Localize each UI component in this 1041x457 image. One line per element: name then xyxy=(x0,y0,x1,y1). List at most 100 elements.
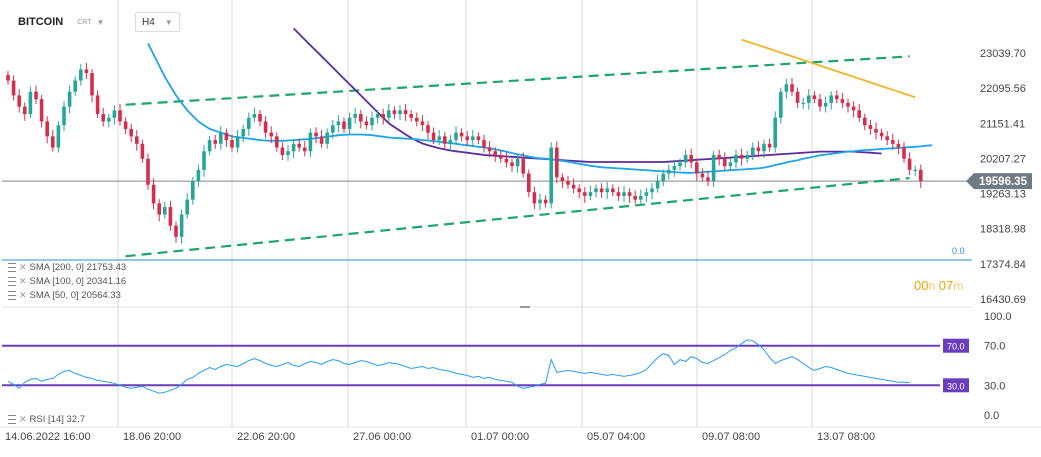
legend-rsi[interactable]: ✕ RSI [14] 32.7 xyxy=(8,414,85,425)
menu-icon[interactable] xyxy=(8,263,16,272)
candle-body xyxy=(140,143,145,159)
menu-icon[interactable] xyxy=(8,277,16,286)
close-icon[interactable]: ✕ xyxy=(19,414,27,424)
sma100-line xyxy=(292,27,882,163)
candle-body xyxy=(857,110,861,118)
candle-body xyxy=(45,121,49,137)
candle-body xyxy=(627,192,632,196)
candle-body xyxy=(773,117,777,148)
time-tick-label: 27.06 00:00 xyxy=(353,431,411,443)
menu-icon[interactable] xyxy=(8,415,16,424)
candle-body xyxy=(762,143,766,152)
candle-body xyxy=(224,132,229,141)
candle-body xyxy=(370,117,374,126)
time-tick-label: 13.07 08:00 xyxy=(817,431,875,443)
candle-body xyxy=(711,154,716,182)
candle-body xyxy=(275,136,279,148)
candle-body xyxy=(6,74,10,81)
candle-body xyxy=(443,136,447,144)
candle-body xyxy=(700,173,705,178)
candle-body xyxy=(403,110,408,115)
candle-body xyxy=(95,95,100,115)
candle-body xyxy=(431,132,436,141)
legend-rsi-label: RSI [14] 32.7 xyxy=(29,414,85,425)
candle-body xyxy=(101,114,105,122)
candle-body xyxy=(90,73,94,96)
candle-body xyxy=(599,188,604,193)
candle-body xyxy=(823,102,828,107)
channel-upper-line xyxy=(125,55,910,106)
instrument-type: CRT xyxy=(77,18,92,26)
candle-body xyxy=(398,110,402,115)
candle-body xyxy=(532,192,537,204)
candle-body xyxy=(543,199,548,204)
candle-body xyxy=(907,158,912,170)
candle-body xyxy=(67,91,72,107)
symbol-dropdown-icon: ▼ xyxy=(96,17,105,27)
time-tick-label: 05.07 04:00 xyxy=(587,431,645,443)
candle-body xyxy=(538,199,542,204)
candle-body xyxy=(347,117,352,129)
legend-sma100[interactable]: ✕ SMA [100, 0] 20341.16 xyxy=(8,276,126,287)
candle-body xyxy=(493,151,497,155)
candle-body xyxy=(448,140,453,144)
candle-body xyxy=(510,162,514,167)
zero-line-label: 0.0 xyxy=(952,246,965,256)
candle-body xyxy=(577,188,581,193)
legend-sma200[interactable]: ✕ SMA [200, 0] 21753.43 xyxy=(8,262,126,273)
candle-body xyxy=(734,154,738,163)
candle-body xyxy=(437,136,441,141)
candle-body xyxy=(879,132,884,137)
time-tick-label: 22.06 20:00 xyxy=(237,431,295,443)
candle-body xyxy=(454,132,458,141)
candle-body xyxy=(487,147,492,152)
candle-body xyxy=(286,151,290,155)
price-tick-label: 23039.70 xyxy=(980,48,1026,60)
rsi-tick-label: 30.0 xyxy=(984,380,1005,392)
candle-body xyxy=(151,184,156,204)
candle-body xyxy=(728,162,733,167)
candle-body xyxy=(185,199,189,215)
candle-body xyxy=(168,207,173,226)
price-tick-label: 17374.84 xyxy=(980,259,1026,271)
rsi-tick-label: 100.0 xyxy=(984,311,1012,323)
candle-body xyxy=(639,195,643,200)
candle-body xyxy=(112,110,117,118)
countdown-hours-unit: h xyxy=(928,279,936,293)
rsi-level-label: 70.0 xyxy=(947,342,965,352)
close-icon[interactable]: ✕ xyxy=(19,290,27,300)
timeframe-selector[interactable]: H4 ▼ xyxy=(135,12,180,32)
menu-icon[interactable] xyxy=(8,291,16,300)
candle-body xyxy=(157,203,161,215)
time-tick-label: 01.07 00:00 xyxy=(471,431,529,443)
candle-body xyxy=(387,110,391,118)
close-icon[interactable]: ✕ xyxy=(19,262,27,272)
candle-body xyxy=(179,214,184,237)
candle-body xyxy=(459,132,464,137)
symbol-selector[interactable]: BITCOIN CRT ▼ xyxy=(18,12,104,32)
candle-body xyxy=(695,162,699,174)
candle-body xyxy=(123,121,128,129)
current-price-badge xyxy=(966,173,1032,190)
candle-body xyxy=(611,188,615,193)
candle-body xyxy=(258,114,262,122)
candle-body xyxy=(644,192,649,196)
candle-body xyxy=(683,154,688,163)
time-tick-label: 18.06 20:00 xyxy=(123,431,181,443)
candle-body xyxy=(207,140,212,152)
legend-sma50[interactable]: ✕ SMA [50, 0] 20564.33 xyxy=(8,290,121,301)
candle-body xyxy=(560,177,565,182)
candle-body xyxy=(331,125,335,133)
candle-body xyxy=(717,154,721,159)
candle-body xyxy=(896,143,901,148)
close-icon[interactable]: ✕ xyxy=(19,276,27,286)
candle-body xyxy=(482,140,486,148)
candle-body xyxy=(230,140,234,148)
rsi-tick-label: 0.0 xyxy=(984,410,999,422)
candle-body xyxy=(756,147,761,152)
candle-body xyxy=(303,147,307,152)
candle-body xyxy=(672,166,677,170)
candle-body xyxy=(426,125,430,133)
candle-body xyxy=(588,192,593,196)
price-axis-area xyxy=(972,0,1041,452)
